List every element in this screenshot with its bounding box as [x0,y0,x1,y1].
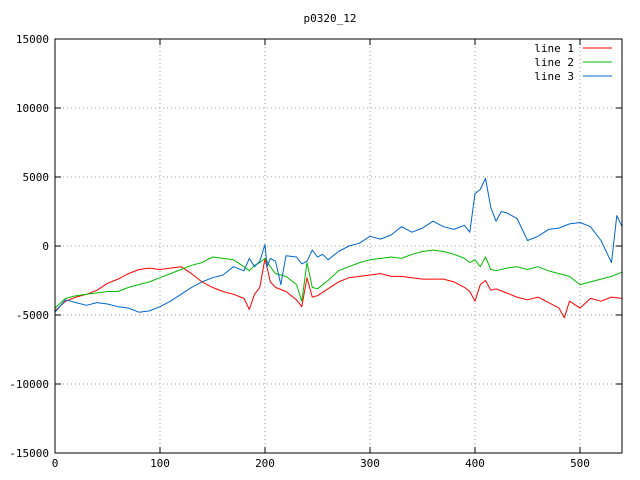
chart-title: p0320_12 [304,12,357,25]
x-tick-label: 200 [255,457,275,470]
series-line-1 [54,257,623,319]
y-tick-label: -15000 [9,447,49,460]
y-tick-label: 5000 [23,171,50,184]
legend-label-3: line 3 [534,70,574,83]
y-tick-label: 0 [42,240,49,253]
y-tick-label: -10000 [9,378,49,391]
y-tick-label: 15000 [16,33,49,46]
ticks: 0 100 200 300 400 500 -15000 -10000 -5000 0 5000 10… [9,33,622,470]
x-tick-label: 500 [570,457,590,470]
grid [55,39,622,453]
x-tick-label: 0 [52,457,59,470]
x-tick-label: 400 [465,457,485,470]
legend-label-2: line 2 [534,56,574,69]
x-tick-label: 300 [360,457,380,470]
series-layer [54,177,623,319]
y-tick-label: -5000 [16,309,49,322]
legend-label-1: line 1 [534,42,574,55]
y-tick-label: 10000 [16,102,49,115]
x-tick-label: 100 [150,457,170,470]
series-line-2 [54,249,623,309]
series-line-3 [54,177,623,313]
